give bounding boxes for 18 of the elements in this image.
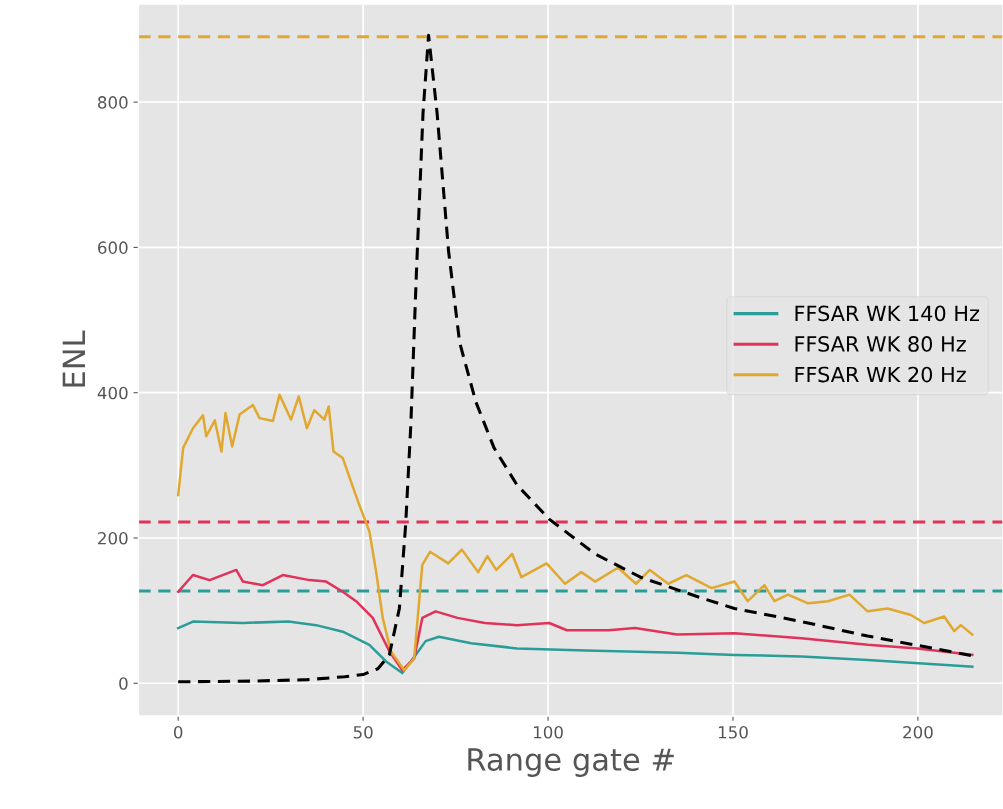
x-tick-label: 100 [533, 725, 563, 739]
x-tick-label: 200 [903, 725, 933, 739]
x-tick-label: 150 [718, 725, 748, 739]
y-tick-label: 800 [98, 96, 128, 109]
line-series [176, 568, 974, 672]
legend-label: FFSAR WK 20 Hz [795, 366, 966, 383]
y-tick-label: 200 [98, 531, 128, 545]
x-tick-label: 50 [353, 725, 373, 739]
x-axis-title: Range gate # [468, 748, 674, 777]
y-tick-label: 0 [119, 677, 128, 690]
line-series [176, 393, 974, 672]
y-axis-title: ENL [62, 330, 85, 387]
x-tick-label: 0 [173, 725, 183, 739]
line-series [176, 620, 974, 675]
legend-label: FFSAR WK 80 Hz [795, 336, 966, 352]
y-tick-label: 600 [98, 241, 128, 254]
legend-label: FFSAR WK 140 Hz [795, 305, 980, 322]
y-tick-label: 400 [97, 386, 128, 400]
